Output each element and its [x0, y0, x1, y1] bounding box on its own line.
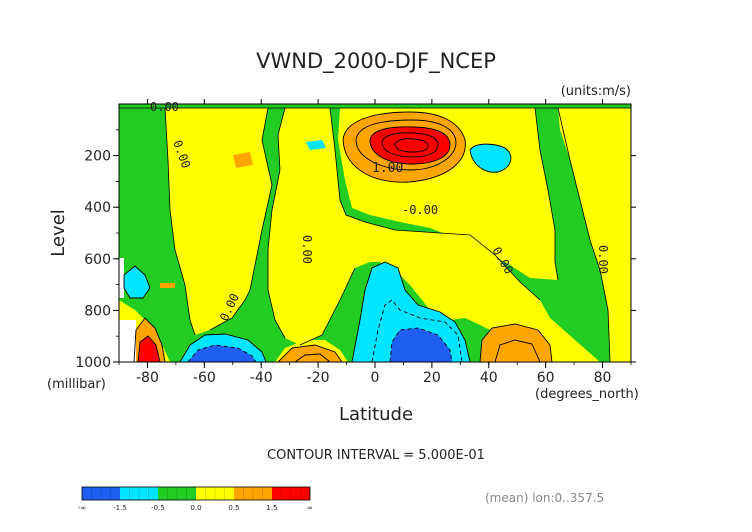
x-tick-label: -60 [193, 370, 216, 386]
colorbar-swatch [234, 487, 272, 500]
contour-label: 0.00 [300, 235, 314, 264]
colorbar-label: ∞ [307, 504, 313, 512]
x-axis: -80 -60 -40 -20 0 20 40 60 80 [118, 99, 632, 386]
colorbar-label: -0.5 [151, 504, 165, 512]
x-tick-label: 0 [371, 370, 380, 386]
y-tick-label: 800 [84, 303, 111, 319]
fill-orange-region [233, 152, 253, 168]
colorbar-label: 0.5 [228, 504, 239, 512]
fill-positive-region [558, 108, 631, 362]
missing-data-strip [119, 320, 136, 362]
y-tick-label: 1000 [75, 355, 111, 371]
colorbar-label: 0.0 [190, 504, 201, 512]
x-axis-title: Latitude [339, 404, 413, 425]
colorbar-frame [81, 486, 311, 501]
contour-label: 0.00 [596, 245, 610, 274]
fill-red-region [138, 336, 160, 362]
x-tick-label: 60 [537, 370, 555, 386]
y-tick-label: 400 [84, 200, 111, 216]
x-tick-label: -40 [250, 370, 273, 386]
contour-label: -0.00 [402, 203, 438, 217]
fill-negative-region [470, 144, 511, 173]
y-axis: 200 400 600 800 1000 [75, 129, 636, 371]
colorbar-swatch [82, 487, 120, 500]
colorbar-swatch [158, 487, 196, 500]
y-axis-title: Level [48, 209, 69, 257]
colorbar-label: 1.5 [266, 504, 277, 512]
x-tick-label: -20 [307, 370, 330, 386]
x-tick-label: 20 [423, 370, 441, 386]
plot-area [119, 104, 631, 362]
y-axis-unit: (millibar) [47, 377, 106, 392]
missing-data-strip [119, 258, 124, 298]
colorbar-swatch [272, 487, 310, 500]
x-axis-unit: (degrees_north) [535, 387, 639, 402]
y-tick-label: 200 [84, 149, 111, 165]
contour-label: 1.00 [372, 161, 403, 176]
zero-contour-lines [119, 107, 631, 362]
fill-orange-region [160, 283, 175, 288]
fill-strong-negative-region [188, 345, 256, 362]
colorbar-swatch [196, 487, 234, 500]
colorbar: -∞ -1.5 -0.5 0.0 0.5 1.5 ∞ [78, 486, 313, 512]
y-tick-label: 600 [84, 252, 111, 268]
contour-lines [123, 111, 553, 362]
fill-positive-region [268, 108, 600, 362]
colorbar-label: -∞ [78, 504, 86, 512]
x-tick-label: 80 [594, 370, 612, 386]
x-tick-label: 40 [480, 370, 498, 386]
x-tick-label: -80 [136, 370, 159, 386]
contour-interval-text: CONTOUR INTERVAL = 5.000E-01 [267, 448, 485, 463]
fill-negative-region [352, 262, 470, 362]
footer-note: (mean) lon:0..357.5 [485, 491, 604, 505]
fill-negative-region [306, 140, 326, 150]
negative-contour-lines [187, 299, 463, 362]
colorbar-label: -1.5 [113, 504, 127, 512]
contour-label: 0.00 [150, 100, 179, 114]
chart-title: VWND_2000-DJF_NCEP [256, 49, 496, 74]
colorbar-swatch [120, 487, 158, 500]
fill-strong-negative-region [390, 328, 452, 362]
units-label: (units:m/s) [561, 84, 631, 99]
